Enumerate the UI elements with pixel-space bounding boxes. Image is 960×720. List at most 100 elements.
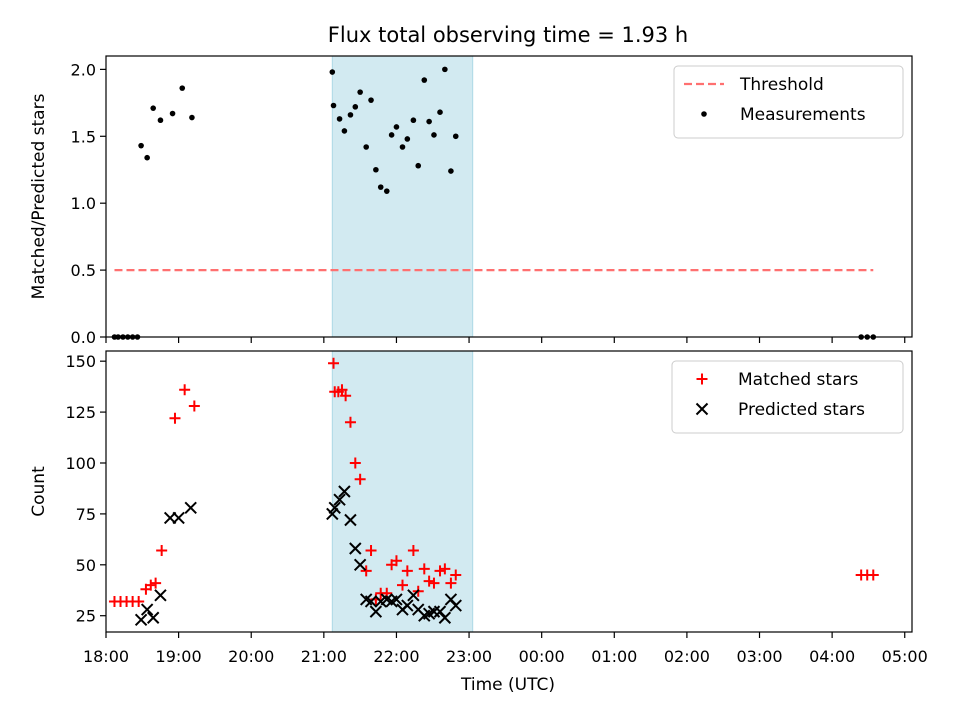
matched-stars-point xyxy=(423,575,435,587)
predicted-stars-point xyxy=(438,611,452,624)
legend-measurement-swatch xyxy=(701,111,707,117)
measurement-point xyxy=(189,114,195,121)
matched-stars-point xyxy=(439,563,451,575)
measurement-point xyxy=(138,142,144,149)
legend-predicted-swatch xyxy=(695,402,709,416)
predicted-stars-point xyxy=(369,605,383,618)
measurement-point xyxy=(179,85,186,91)
measurement-point xyxy=(157,117,164,124)
legend-matched-swatch xyxy=(696,373,708,385)
y-tick-label: 0.0 xyxy=(71,328,96,347)
predicted-stars-point xyxy=(407,589,420,602)
legend-label: Matched stars xyxy=(738,370,858,390)
legend-box xyxy=(671,360,904,434)
measurement-point xyxy=(150,105,156,111)
measurement-point xyxy=(144,154,150,161)
measurement-point xyxy=(383,188,390,194)
predicted-stars-point xyxy=(140,603,154,616)
shaded-region xyxy=(332,56,473,337)
matched-stars-point xyxy=(434,565,446,577)
y-tick-label: 1.0 xyxy=(71,194,96,213)
measurement-point xyxy=(431,132,437,138)
x-tick-label: 22:00 xyxy=(373,647,419,666)
matched-stars-point xyxy=(133,595,145,607)
x-tick-label: 05:00 xyxy=(882,647,928,666)
measurement-point xyxy=(169,110,176,117)
measurement-point xyxy=(393,124,400,130)
predicted-stars-point xyxy=(146,611,160,624)
predicted-stars-point xyxy=(401,599,414,612)
matched-stars-point xyxy=(150,577,162,589)
measurement-point xyxy=(442,66,448,73)
legend: Threshold Measurements xyxy=(673,65,904,139)
measurement-point xyxy=(415,162,422,169)
matched-stars-point xyxy=(450,569,462,581)
legend-box xyxy=(673,65,904,139)
y-tick-label: 100 xyxy=(65,454,96,473)
measurement-point xyxy=(399,144,406,150)
y-tick-label: 2.0 xyxy=(71,60,96,79)
y-tick-label: 25 xyxy=(76,607,96,626)
measurement-point xyxy=(410,117,417,124)
matched-stars-point xyxy=(407,545,419,557)
matched-stars-point xyxy=(344,416,356,428)
matched-stars-point xyxy=(445,577,457,589)
measurement-point xyxy=(448,168,454,174)
predicted-stars-point xyxy=(333,493,346,506)
chart-title: Flux total observing time = 1.93 h xyxy=(328,23,688,47)
measurement-point xyxy=(363,144,369,150)
matched-stars-point xyxy=(401,565,413,577)
matched-stars-point xyxy=(328,357,340,369)
measurement-point xyxy=(421,77,428,83)
matched-stars-point xyxy=(179,384,191,396)
matched-stars-point xyxy=(354,473,366,485)
measurement-point xyxy=(388,132,395,138)
predicted-stars-point xyxy=(353,558,367,572)
y-tick-label: 50 xyxy=(76,556,96,575)
matched-stars-point xyxy=(390,555,402,567)
x-axis: 18:00 19:00 20:00 21:00 22:00 23:00 00:00 01:00… xyxy=(83,647,928,666)
measurement-point xyxy=(341,128,348,134)
matched-stars-point xyxy=(145,579,157,591)
measurement-point xyxy=(336,116,343,122)
predicted-stars-point xyxy=(364,595,378,608)
legend-label: Threshold xyxy=(739,75,824,95)
predicted-stars-point xyxy=(349,542,362,555)
matched-stars-point xyxy=(428,577,440,589)
matched-stars-point xyxy=(397,579,409,591)
predicted-stars-point xyxy=(184,501,197,514)
predicted-stars-point xyxy=(154,589,167,602)
plot-frame xyxy=(105,55,913,338)
predicted-stars-point xyxy=(328,501,341,514)
measurement-point xyxy=(347,112,354,118)
predicted-stars-point xyxy=(449,599,462,612)
x-tick-label: 21:00 xyxy=(301,647,347,666)
x-tick-label: 03:00 xyxy=(736,647,782,666)
matched-stars-point xyxy=(169,412,181,424)
bottom-panel: 25 50 75 100 125 150 Count Matched stars Predict… xyxy=(29,350,913,638)
y-axis-label: Matched/Predicted stars xyxy=(29,93,49,299)
predicted-stars-point xyxy=(390,593,403,606)
measurement-point xyxy=(404,136,411,142)
measurement-point xyxy=(437,109,443,115)
y-tick-label: 0.5 xyxy=(71,261,96,280)
matched-stars-point xyxy=(156,545,168,557)
predicted-stars-point xyxy=(134,613,148,626)
x-axis-label: Time (UTC) xyxy=(460,675,555,695)
matched-stars-point xyxy=(867,569,879,581)
matched-stars-point xyxy=(360,565,372,577)
matched-stars-point xyxy=(340,390,352,402)
matched-stars-point xyxy=(418,563,430,575)
measurement-point xyxy=(357,89,363,95)
legend: Matched stars Predicted stars xyxy=(671,360,904,434)
predicted-stars-point xyxy=(344,513,357,527)
measurement-point xyxy=(368,97,374,103)
matched-stars-point xyxy=(365,545,377,557)
x-tick-label: 01:00 xyxy=(591,647,637,666)
top-panel: 0.0 0.5 1.0 1.5 2.0 Matched/Predicted stars Th… xyxy=(29,55,913,347)
x-tick-label: 18:00 xyxy=(83,647,129,666)
matched-stars-point xyxy=(336,384,348,396)
measurement-point xyxy=(329,69,336,75)
y-tick-label: 150 xyxy=(65,352,96,371)
x-tick-label: 00:00 xyxy=(519,647,565,666)
